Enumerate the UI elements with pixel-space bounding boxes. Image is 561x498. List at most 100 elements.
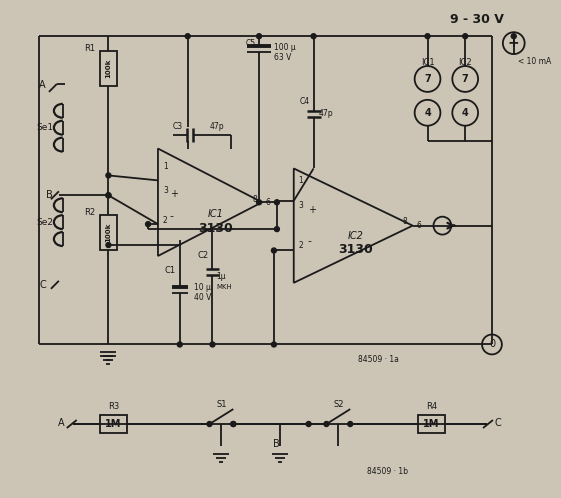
Text: 1M: 1M [424,419,440,429]
Text: 84509 · 1b: 84509 · 1b [367,467,408,476]
Text: +: + [170,189,178,199]
Polygon shape [158,148,262,256]
Circle shape [106,173,111,178]
Text: B: B [46,190,53,200]
Text: 9 - 30 V: 9 - 30 V [450,13,504,26]
Circle shape [272,248,277,253]
Circle shape [415,100,440,125]
Circle shape [348,421,353,426]
Text: 47p: 47p [209,122,224,131]
Circle shape [463,34,468,39]
Text: 3: 3 [298,201,304,210]
Text: B: B [273,439,280,449]
Circle shape [185,34,190,39]
Circle shape [452,66,478,92]
Circle shape [177,238,182,243]
Text: 2: 2 [298,241,304,250]
Text: C3: C3 [173,122,183,131]
Circle shape [415,66,440,92]
Text: +: + [508,36,519,50]
Text: 6: 6 [266,198,271,207]
Circle shape [210,342,215,347]
Circle shape [511,34,516,39]
Circle shape [106,243,111,248]
Text: 10 µ: 10 µ [194,283,210,292]
Text: IC1: IC1 [421,58,434,67]
Text: C5: C5 [246,39,256,48]
Text: 7: 7 [424,74,431,84]
Circle shape [146,222,150,227]
Text: 1µ: 1µ [217,272,226,281]
Circle shape [274,200,279,205]
Bar [99,215,117,250]
Circle shape [311,34,316,39]
Bar [99,415,127,433]
Text: R2: R2 [84,208,95,217]
Text: 100k: 100k [105,58,112,78]
Text: 2: 2 [163,216,168,225]
Text: 3130: 3130 [338,243,373,256]
Text: R1: R1 [84,44,95,53]
Text: 3: 3 [163,186,168,195]
Text: R3: R3 [108,402,119,411]
Text: 1: 1 [298,176,304,185]
Circle shape [106,193,111,198]
Text: -: - [307,237,311,247]
Circle shape [231,421,236,426]
Text: S1: S1 [216,399,227,409]
Text: IC1: IC1 [207,209,223,219]
Circle shape [452,100,478,125]
Text: Se2: Se2 [36,218,53,227]
Text: 100k: 100k [105,223,112,242]
Text: 40 V: 40 V [194,293,211,302]
Text: 6: 6 [417,221,421,230]
Circle shape [272,342,277,347]
Text: -: - [170,211,174,221]
Text: 1: 1 [163,162,168,171]
Circle shape [306,421,311,426]
Text: R4: R4 [426,402,437,411]
Text: C1: C1 [165,266,176,275]
Circle shape [207,421,212,426]
Circle shape [425,34,430,39]
Circle shape [256,34,261,39]
Circle shape [274,227,279,232]
Text: 8: 8 [252,195,257,204]
Circle shape [482,335,502,355]
Text: C2: C2 [197,251,209,260]
Text: Se1: Se1 [36,123,53,132]
Text: 47p: 47p [319,109,333,118]
Text: MKH: MKH [217,284,232,290]
Circle shape [503,32,525,54]
Text: IC2: IC2 [458,58,472,67]
Circle shape [177,342,182,347]
Circle shape [106,193,111,198]
Text: S2: S2 [333,399,343,409]
Text: C: C [39,280,46,290]
Bar [99,51,117,86]
Text: IC2: IC2 [348,231,364,241]
Text: 1M: 1M [105,419,122,429]
Text: < 10 mA: < 10 mA [518,57,551,66]
Text: 3130: 3130 [198,222,233,235]
Text: 7: 7 [462,74,468,84]
Circle shape [231,421,236,426]
Text: 84509 · 1a: 84509 · 1a [357,355,398,364]
Text: 4: 4 [462,108,468,118]
Text: 100 µ: 100 µ [274,43,296,52]
Text: C4: C4 [300,97,310,107]
Text: A: A [39,80,46,90]
Text: 8: 8 [403,217,408,226]
Circle shape [434,217,451,235]
Circle shape [324,421,329,426]
Circle shape [256,200,261,205]
Bar [417,415,445,433]
Polygon shape [294,168,413,283]
Text: 63 V: 63 V [274,53,291,62]
Circle shape [440,223,445,228]
Text: C: C [495,418,502,428]
Text: A: A [58,418,65,428]
Text: 0: 0 [489,340,495,350]
Text: 4: 4 [424,108,431,118]
Text: +: + [307,205,316,215]
